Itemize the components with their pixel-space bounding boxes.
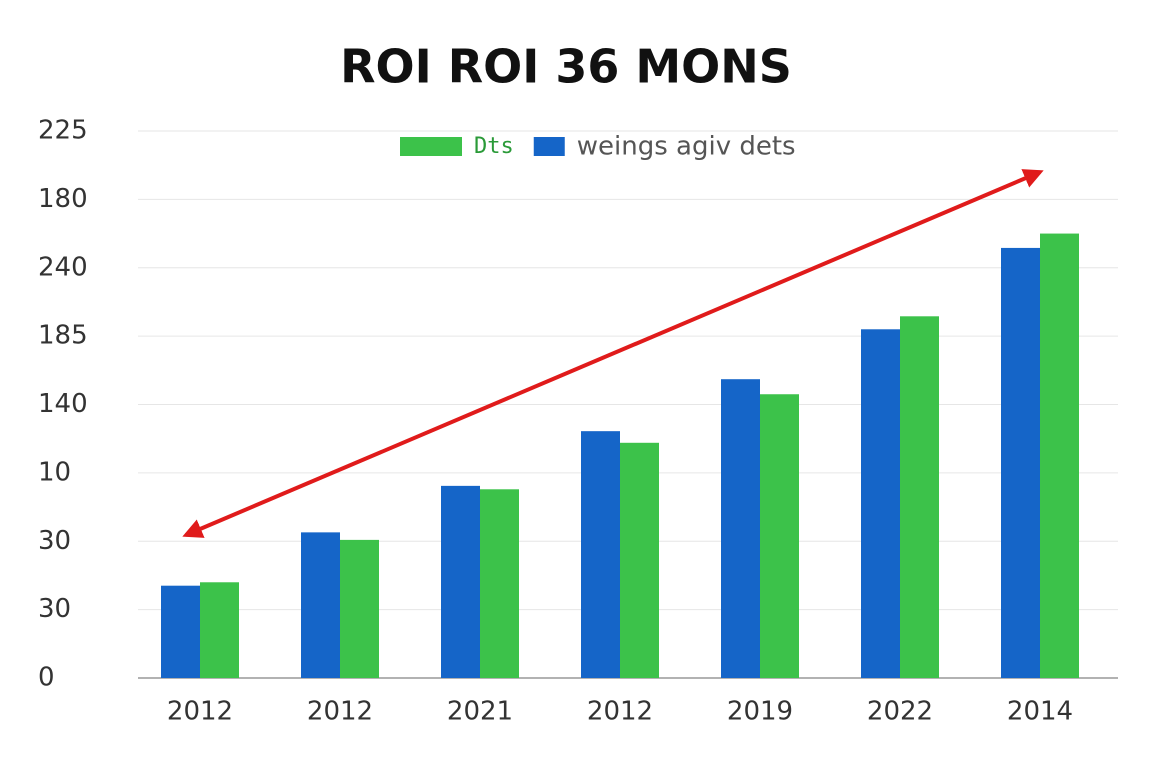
x-tick-label: 2019 <box>727 697 793 727</box>
y-tick-label: 30 <box>38 594 71 624</box>
bar <box>200 582 239 678</box>
bar <box>900 316 939 678</box>
y-tick-label: 30 <box>38 526 71 556</box>
bar <box>620 442 659 678</box>
x-tick-label: 2022 <box>867 697 933 727</box>
x-tick-label: 2021 <box>447 697 513 727</box>
y-tick-label: 0 <box>38 663 55 693</box>
bar <box>161 585 200 678</box>
y-tick-label: 10 <box>38 457 71 487</box>
bar <box>581 431 620 678</box>
x-tick-label: 2012 <box>307 697 373 727</box>
bar <box>301 532 340 678</box>
y-tick-label: 140 <box>38 389 88 419</box>
bar <box>340 539 379 678</box>
x-tick-label: 2014 <box>1007 697 1073 727</box>
bar <box>480 489 519 678</box>
bar <box>1001 247 1040 678</box>
legend-label: Dts <box>474 134 514 159</box>
bar <box>861 329 900 678</box>
trend-arrow <box>182 169 1044 538</box>
bar <box>441 485 480 678</box>
legend-swatch <box>533 137 565 156</box>
chart-title: ROI ROI 36 MONS <box>340 40 792 94</box>
y-tick-label: 240 <box>38 252 88 282</box>
y-tick-label: 180 <box>38 184 88 214</box>
bar <box>760 394 799 678</box>
y-tick-label: 185 <box>38 321 88 351</box>
legend-swatch <box>400 137 462 156</box>
bar <box>1040 233 1079 678</box>
bar <box>721 379 760 678</box>
legend-label: weings agiv dets <box>577 132 796 162</box>
y-tick-label: 225 <box>38 116 88 146</box>
x-tick-label: 2012 <box>167 697 233 727</box>
x-tick-label: 2012 <box>587 697 653 727</box>
